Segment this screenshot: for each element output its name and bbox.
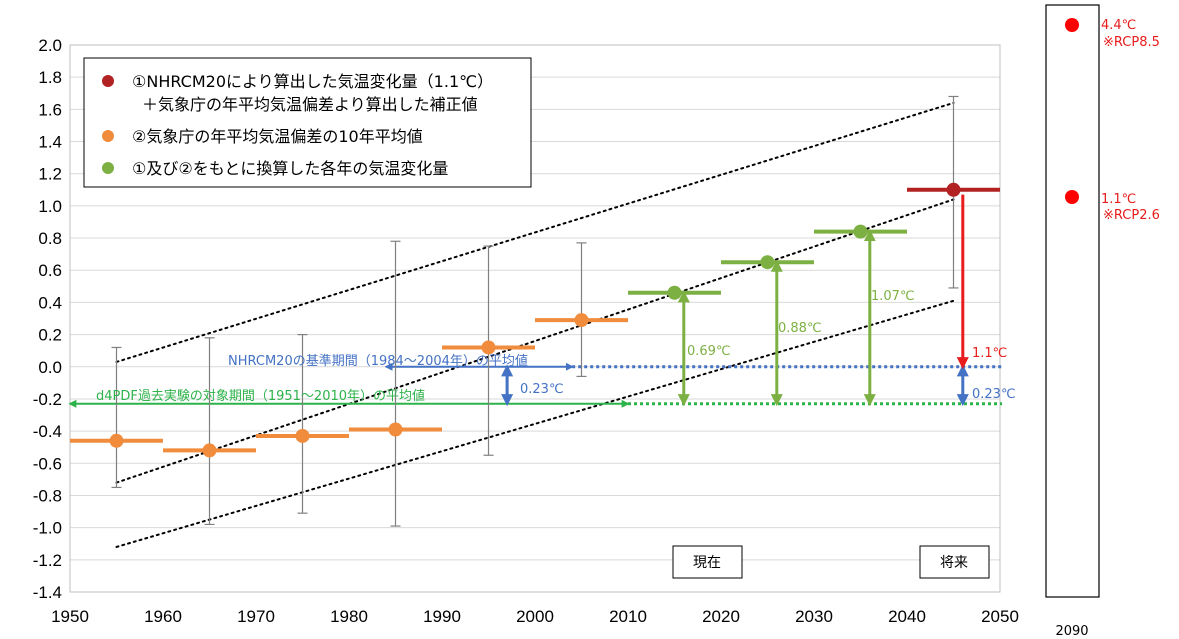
y-tick-label-16: -1.2 [33, 551, 62, 570]
svg-text:将来: 将来 [940, 555, 968, 571]
data-point-0-3 [388, 422, 403, 437]
present-box: 現在 [672, 545, 743, 579]
data-point-0-5 [574, 313, 589, 328]
legend-entry-jma: ②気象庁の年平均気温偏差の10年平均値 [132, 127, 423, 146]
y-tick-label-7: 0.6 [38, 261, 62, 280]
side-panel-x-label: 2090 [1055, 624, 1088, 639]
y-tick-label-9: 0.2 [38, 326, 62, 345]
legend-entry-nhrcm20: ①NHRCM20により算出した気温変化量（1.1℃） [132, 72, 493, 91]
plot-frame [69, 44, 1001, 593]
y-tick-label-11: -0.2 [33, 390, 62, 409]
point-rcp85 [1065, 18, 1079, 32]
trend-line-0 [115, 101, 955, 363]
x-tick-label-9: 2040 [888, 607, 926, 626]
arrow-label-5: 1.1℃ [972, 346, 1007, 361]
data-point-0-0 [109, 433, 124, 448]
legend: ①NHRCM20により算出した気温変化量（1.1℃） ＋気象庁の年平均気温偏差よ… [83, 57, 532, 188]
legend-marker-converted [102, 162, 114, 174]
y-tick-label-0: 2.0 [38, 36, 62, 55]
data-point-1-0 [667, 285, 682, 300]
label-rcp26-scenario: ※RCP2.6 [1103, 208, 1160, 223]
data-point-0-2 [295, 428, 310, 443]
legend-entry-converted: ①及び②をもとに換算した各年の気温変化量 [132, 159, 448, 178]
x-tick-label-4: 1990 [423, 607, 461, 626]
arrow-label-1: 0.23℃ [972, 387, 1016, 402]
x-tick-label-0: 1950 [51, 607, 89, 626]
x-tick-label-10: 2050 [981, 607, 1019, 626]
arrow-label-0: 0.23℃ [520, 382, 564, 397]
x-tick-label-8: 2030 [795, 607, 833, 626]
x-tick-label-3: 1980 [330, 607, 368, 626]
data-point-1-2 [853, 224, 868, 239]
y-tick-label-4: 1.2 [38, 165, 62, 184]
ref-label-d4pdf: d4PDF過去実験の対象期間（1951～2010年）の平均値 [96, 388, 425, 404]
y-tick-label-12: -0.4 [33, 422, 62, 441]
y-tick-label-10: 0.0 [38, 358, 62, 377]
legend-marker-nhrcm20 [102, 75, 114, 87]
svg-text:現在: 現在 [693, 555, 721, 571]
future-box: 将来 [919, 545, 990, 579]
x-tick-label-5: 2000 [516, 607, 554, 626]
arrow-label-3: 0.88℃ [778, 321, 822, 336]
legend-entry-correction: ＋気象庁の年平均気温偏差より算出した補正値 [142, 95, 478, 114]
side-panel-2090: 4.4℃ ※RCP8.5 1.1℃ ※RCP2.6 2090 [1045, 4, 1160, 639]
label-rcp26-value: 1.1℃ [1101, 192, 1136, 207]
y-tick-label-6: 0.8 [38, 229, 62, 248]
x-tick-label-7: 2020 [702, 607, 740, 626]
data-point-0-1 [202, 443, 217, 458]
y-tick-label-15: -1.0 [33, 519, 62, 538]
legend-marker-jma [102, 130, 114, 142]
x-tick-label-6: 2010 [609, 607, 647, 626]
point-rcp26 [1065, 190, 1079, 204]
x-tick-label-1: 1960 [144, 607, 182, 626]
y-tick-label-17: -1.4 [33, 583, 62, 602]
y-tick-label-1: 1.8 [38, 68, 62, 87]
y-tick-label-2: 1.6 [38, 100, 62, 119]
ref-label-nhrcm20: NHRCM20の基準期間（1984～2004年）の平均値 [228, 353, 528, 369]
y-tick-label-3: 1.4 [38, 133, 62, 152]
arrow-label-2: 0.69℃ [687, 344, 731, 359]
label-rcp85-scenario: ※RCP8.5 [1103, 35, 1160, 50]
data-point-2-0 [946, 182, 961, 197]
y-tick-label-5: 1.0 [38, 197, 62, 216]
y-tick-label-14: -0.8 [33, 486, 62, 505]
trend-line-2 [115, 299, 955, 548]
data-point-1-1 [760, 255, 775, 270]
label-rcp85-value: 4.4℃ [1101, 18, 1136, 33]
arrow-label-4: 1.07℃ [871, 289, 915, 304]
y-tick-label-13: -0.6 [33, 454, 62, 473]
data-point-0-4 [481, 340, 496, 355]
y-tick-label-8: 0.4 [38, 293, 62, 312]
x-tick-label-2: 1970 [237, 607, 275, 626]
